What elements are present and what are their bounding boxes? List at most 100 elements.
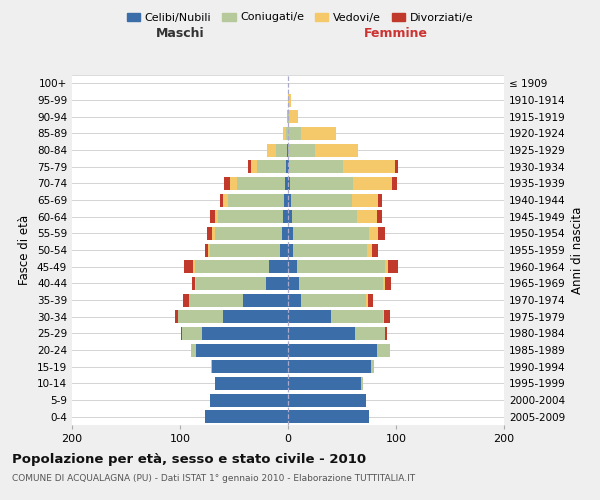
Bar [288, 310, 331, 323]
Bar [211, 360, 288, 373]
Bar [257, 160, 288, 173]
Bar [223, 310, 288, 323]
Bar [288, 327, 385, 340]
Bar [191, 344, 288, 356]
Bar [288, 277, 391, 290]
Bar [288, 194, 291, 206]
Bar [268, 144, 288, 156]
Bar [288, 260, 388, 273]
Bar [182, 327, 288, 340]
Bar [205, 244, 288, 256]
Bar [192, 277, 288, 290]
Bar [288, 127, 301, 140]
Y-axis label: Fasce di età: Fasce di età [19, 215, 31, 285]
Bar [210, 210, 288, 223]
Bar [288, 244, 293, 256]
Bar [215, 227, 288, 240]
Bar [288, 360, 374, 373]
Bar [288, 344, 389, 356]
Bar [215, 377, 288, 390]
Bar [210, 394, 288, 406]
Bar [178, 310, 288, 323]
Bar [288, 327, 388, 340]
Bar [287, 110, 288, 123]
Bar [288, 310, 384, 323]
Bar [195, 277, 288, 290]
Bar [211, 360, 288, 373]
Bar [288, 277, 299, 290]
Bar [288, 177, 290, 190]
Bar [288, 394, 366, 406]
Bar [288, 227, 385, 240]
Bar [288, 194, 377, 206]
Bar [196, 277, 288, 290]
Bar [288, 277, 383, 290]
Bar [210, 244, 288, 256]
Bar [288, 360, 374, 373]
Bar [224, 177, 288, 190]
Bar [288, 127, 335, 140]
Bar [237, 177, 288, 190]
Bar [281, 227, 288, 240]
Bar [288, 310, 383, 323]
Bar [215, 377, 288, 390]
Legend: Celibi/Nubili, Coniugati/e, Vedovi/e, Divorziati/e: Celibi/Nubili, Coniugati/e, Vedovi/e, Di… [122, 8, 478, 27]
Bar [288, 260, 296, 273]
Bar [288, 210, 292, 223]
Bar [181, 327, 288, 340]
Bar [182, 327, 288, 340]
Bar [288, 144, 358, 156]
Bar [288, 377, 361, 390]
Bar [288, 410, 369, 423]
Bar [191, 344, 288, 356]
Bar [288, 294, 373, 306]
Bar [288, 210, 357, 223]
Bar [288, 410, 369, 423]
Bar [205, 410, 288, 423]
Bar [288, 110, 298, 123]
Bar [215, 210, 288, 223]
Bar [288, 410, 369, 423]
Bar [288, 360, 371, 373]
Bar [288, 277, 385, 290]
Bar [210, 394, 288, 406]
Bar [288, 227, 293, 240]
Text: COMUNE DI ACQUALAGNA (PU) - Dati ISTAT 1° gennaio 2010 - Elaborazione TUTTITALIA: COMUNE DI ACQUALAGNA (PU) - Dati ISTAT 1… [12, 474, 415, 483]
Bar [205, 410, 288, 423]
Bar [195, 260, 288, 273]
Bar [212, 360, 288, 373]
Bar [215, 377, 288, 390]
Bar [191, 344, 288, 356]
Text: Popolazione per età, sesso e stato civile - 2010: Popolazione per età, sesso e stato civil… [12, 452, 366, 466]
Bar [284, 194, 288, 206]
Bar [288, 377, 362, 390]
Bar [248, 160, 288, 173]
Bar [266, 277, 288, 290]
Bar [288, 94, 291, 106]
Bar [288, 344, 377, 356]
Bar [288, 210, 377, 223]
Bar [288, 244, 377, 256]
Bar [242, 294, 288, 306]
Bar [288, 344, 389, 356]
Bar [288, 160, 343, 173]
Bar [188, 294, 288, 306]
Bar [288, 294, 366, 306]
Bar [288, 160, 395, 173]
Bar [288, 177, 353, 190]
Bar [178, 310, 288, 323]
Bar [283, 127, 288, 140]
Bar [288, 177, 392, 190]
Bar [288, 244, 367, 256]
Bar [288, 327, 355, 340]
Bar [251, 160, 288, 173]
Bar [288, 210, 382, 223]
Bar [183, 294, 288, 306]
Bar [288, 227, 377, 240]
Bar [220, 194, 288, 206]
Bar [211, 360, 288, 373]
Bar [288, 110, 298, 123]
Bar [288, 260, 385, 273]
Bar [210, 394, 288, 406]
Bar [269, 260, 288, 273]
